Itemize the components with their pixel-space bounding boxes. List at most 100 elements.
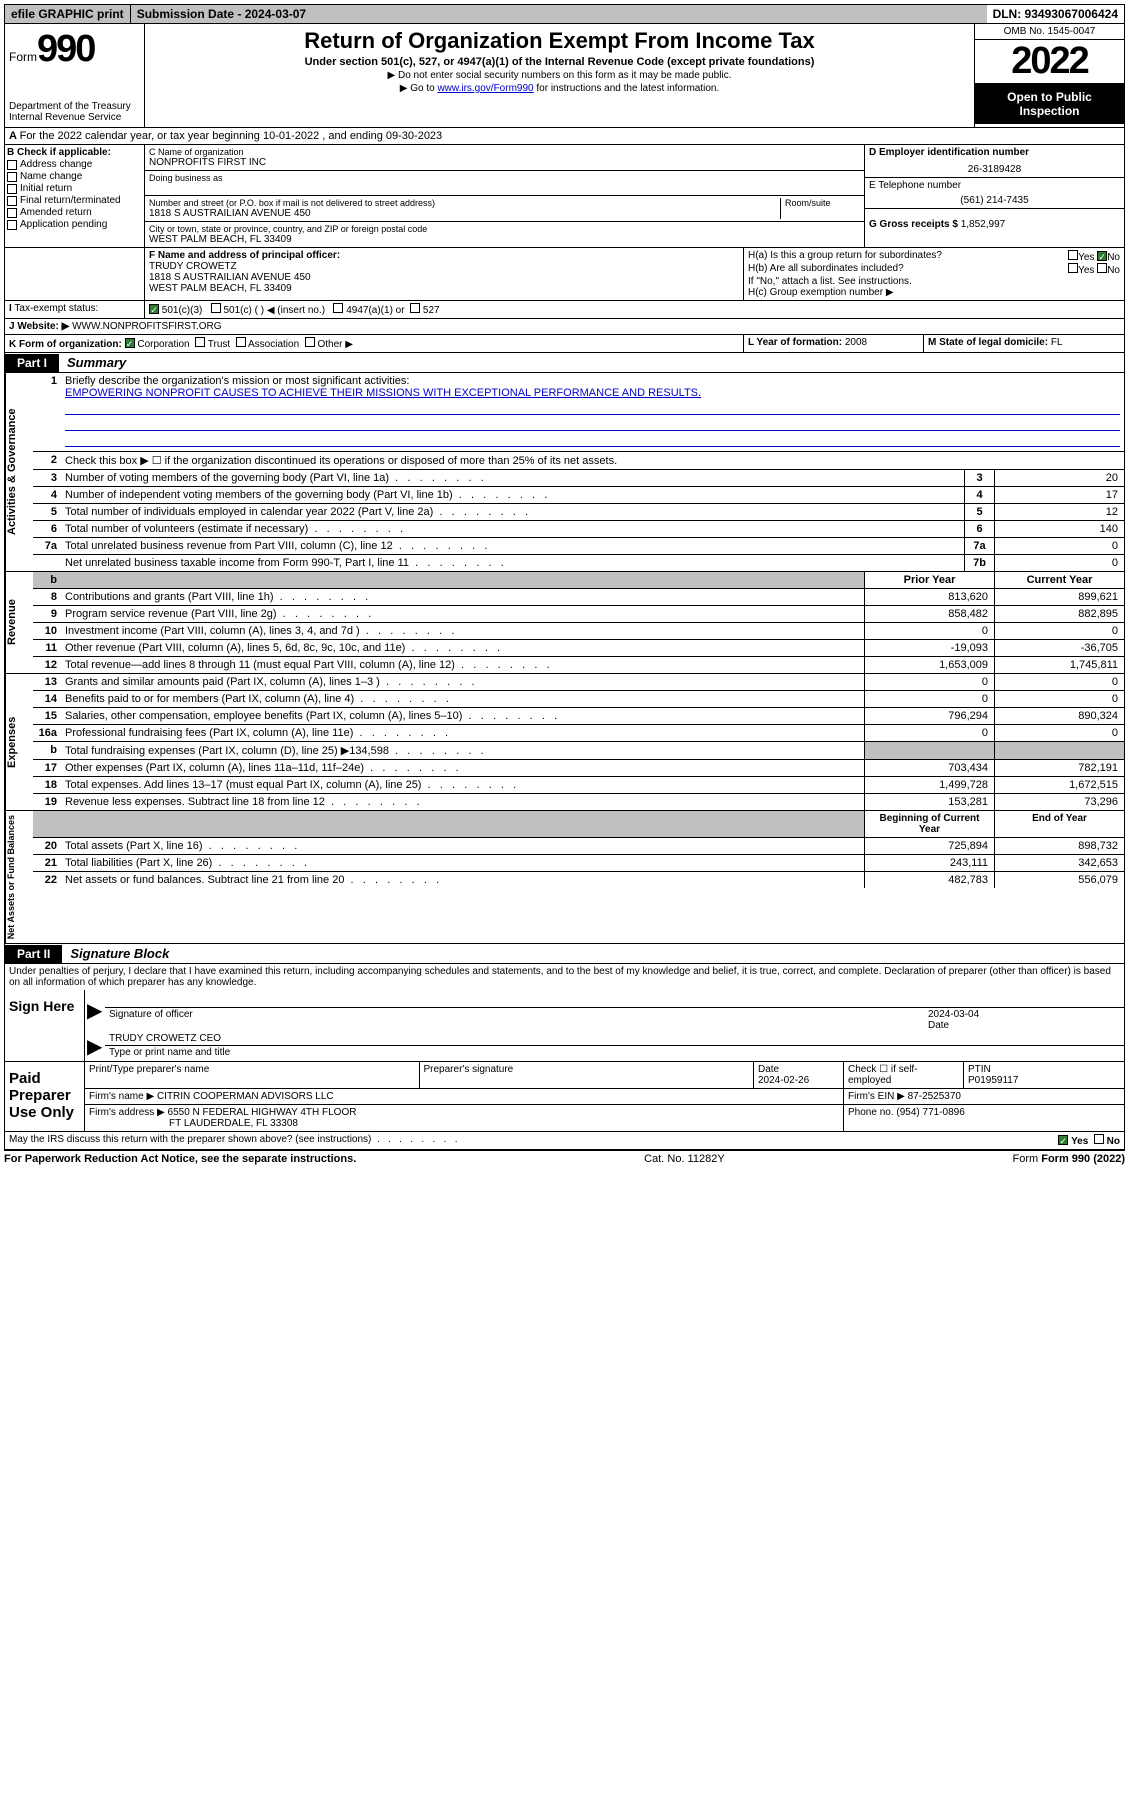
no-label: No [1107, 252, 1120, 263]
dept-treasury: Department of the Treasury Internal Reve… [9, 101, 140, 123]
eoy-header: End of Year [994, 811, 1124, 837]
box-c: C Name of organization NONPROFITS FIRST … [145, 145, 864, 247]
footer: For Paperwork Reduction Act Notice, see … [4, 1150, 1125, 1167]
checkbox-icon[interactable] [410, 303, 420, 313]
checkbox-checked-icon[interactable]: ✓ [1097, 251, 1107, 261]
checkbox-icon[interactable] [1094, 1134, 1104, 1144]
row-i: I Tax-exempt status: ✓ 501(c)(3) 501(c) … [4, 301, 1125, 319]
trust-label: Trust [208, 339, 230, 350]
form-header: Form990 Department of the Treasury Inter… [4, 24, 1125, 128]
dln: DLN: 93493067006424 [987, 5, 1124, 23]
irs-url-link[interactable]: www.irs.gov/Form990 [437, 83, 533, 94]
firm-phone: (954) 771-0896 [896, 1107, 964, 1118]
discuss-label: May the IRS discuss this return with the… [9, 1134, 371, 1145]
box-d-e-g: D Employer identification number 26-3189… [864, 145, 1124, 247]
tax-status-label: Tax-exempt status: [14, 303, 98, 314]
501c3-label: 501(c)(3) [162, 305, 203, 316]
part-2-bar: Part II Signature Block [4, 944, 1125, 964]
checkbox-icon[interactable] [7, 196, 17, 206]
mission-label: Briefly describe the organization's miss… [65, 375, 409, 387]
firm-addr-label: Firm's address ▶ [89, 1107, 165, 1118]
chk-address-change: Address change [20, 159, 92, 170]
form-subtitle: Under section 501(c), 527, or 4947(a)(1)… [149, 56, 970, 68]
year-formation-label: L Year of formation: [748, 337, 842, 348]
gross-receipts-value: 1,852,997 [961, 219, 1006, 230]
yes-label: Yes [1071, 1136, 1088, 1147]
summary-line: 21 Total liabilities (Part X, line 26) 2… [33, 855, 1124, 872]
phone-value: (561) 214-7435 [869, 195, 1120, 206]
checkbox-icon[interactable] [7, 184, 17, 194]
checkbox-icon[interactable] [211, 303, 221, 313]
checkbox-checked-icon[interactable]: ✓ [125, 338, 135, 348]
governance-vlabel: Activities & Governance [5, 373, 33, 571]
header-mid: Return of Organization Exempt From Incom… [145, 24, 974, 127]
summary-line: 18 Total expenses. Add lines 13–17 (must… [33, 777, 1124, 794]
summary-line: Net unrelated business taxable income fr… [33, 555, 1124, 571]
org-name: NONPROFITS FIRST INC [149, 157, 860, 168]
checkbox-checked-icon[interactable]: ✓ [149, 304, 159, 314]
checkbox-icon[interactable] [7, 172, 17, 182]
no-label: No [1107, 1136, 1120, 1147]
ssn-warning: ▶ Do not enter social security numbers o… [149, 70, 970, 81]
checkbox-icon[interactable] [7, 160, 17, 170]
room-label: Room/suite [785, 198, 860, 208]
summary-line: 19 Revenue less expenses. Subtract line … [33, 794, 1124, 810]
firm-name: CITRIN COOPERMAN ADVISORS LLC [157, 1091, 334, 1102]
form-number: 990 [37, 28, 94, 70]
checkbox-checked-icon[interactable]: ✓ [1058, 1135, 1068, 1145]
checkbox-icon[interactable] [1097, 263, 1107, 273]
checkbox-icon[interactable] [1068, 250, 1078, 260]
summary-line: 6 Total number of volunteers (estimate i… [33, 521, 1124, 538]
submission-date: Submission Date - 2024-03-07 [131, 5, 987, 23]
phone-label: E Telephone number [869, 180, 1120, 191]
ptin-label: PTIN [968, 1064, 991, 1075]
firm-phone-label: Phone no. [848, 1107, 894, 1118]
efile-print-button[interactable]: efile GRAPHIC print [5, 5, 131, 23]
row-k-l-m: K Form of organization: ✓ Corporation Tr… [4, 335, 1125, 353]
mission-text: EMPOWERING NONPROFIT CAUSES TO ACHIEVE T… [65, 387, 701, 399]
part-1-title: Summary [59, 353, 134, 372]
yes-label: Yes [1078, 265, 1094, 276]
summary-line: 15 Salaries, other compensation, employe… [33, 708, 1124, 725]
summary-line: b Total fundraising expenses (Part IX, c… [33, 742, 1124, 760]
no-label: No [1107, 265, 1120, 276]
summary-line: 22 Net assets or fund balances. Subtract… [33, 872, 1124, 888]
chk-name-change: Name change [20, 171, 82, 182]
officer-name-title: TRUDY CROWETZ CEO [105, 1032, 1124, 1046]
officer-addr1: 1818 S AUSTRAILIAN AVENUE 450 [149, 272, 311, 283]
summary-line: 11 Other revenue (Part VIII, column (A),… [33, 640, 1124, 657]
sig-date-label: Date [928, 1020, 949, 1031]
checkbox-icon[interactable] [236, 337, 246, 347]
summary-line: 20 Total assets (Part X, line 16) 725,89… [33, 838, 1124, 855]
goto-prefix: ▶ Go to [400, 83, 438, 94]
part-1-label: Part I [5, 354, 59, 372]
governance-section: Activities & Governance 1 Briefly descri… [4, 373, 1125, 572]
website-value: WWW.NONPROFITSFIRST.ORG [72, 321, 221, 332]
checkbox-icon[interactable] [7, 208, 17, 218]
domicile-value: FL [1051, 337, 1063, 348]
firm-ein-label: Firm's EIN ▶ [848, 1091, 905, 1102]
checkbox-icon[interactable] [305, 337, 315, 347]
part-2-label: Part II [5, 945, 62, 963]
chk-initial-return: Initial return [20, 183, 72, 194]
net-assets-vlabel: Net Assets or Fund Balances [5, 811, 33, 943]
box-b: B Check if applicable: Address change Na… [5, 145, 145, 247]
checkbox-icon[interactable] [333, 303, 343, 313]
checkbox-icon[interactable] [1068, 263, 1078, 273]
perjury-statement: Under penalties of perjury, I declare th… [4, 964, 1125, 990]
net-assets-section: Net Assets or Fund Balances Beginning of… [4, 811, 1125, 944]
sign-here-block: Sign Here ▶ Signature of officer 2024-03… [4, 990, 1125, 1062]
h-a-label: H(a) Is this a group return for subordin… [748, 250, 942, 263]
prep-sig-label: Preparer's signature [420, 1062, 755, 1089]
gross-receipts-label: G Gross receipts $ [869, 219, 958, 230]
domicile-label: M State of legal domicile: [928, 337, 1048, 348]
summary-line: 14 Benefits paid to or for members (Part… [33, 691, 1124, 708]
cat-number: Cat. No. 11282Y [644, 1153, 725, 1165]
checkbox-icon[interactable] [7, 220, 17, 230]
header-right: OMB No. 1545-0047 2022 Open to Public In… [974, 24, 1124, 127]
checkbox-icon[interactable] [195, 337, 205, 347]
527-label: 527 [423, 305, 440, 316]
header-left: Form990 Department of the Treasury Inter… [5, 24, 145, 127]
summary-line: 8 Contributions and grants (Part VIII, l… [33, 589, 1124, 606]
goto-suffix: for instructions and the latest informat… [534, 83, 720, 94]
